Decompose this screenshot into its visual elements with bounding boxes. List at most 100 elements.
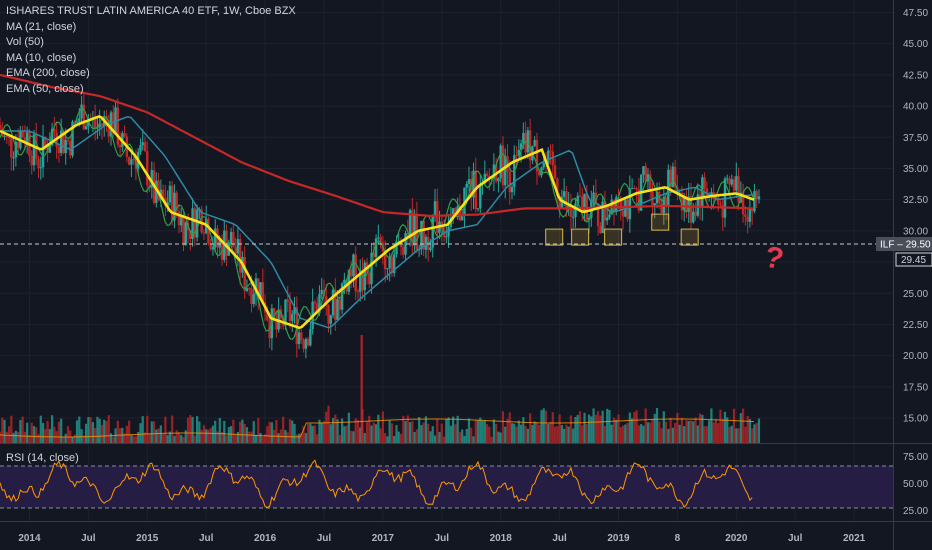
volume-bar	[603, 426, 607, 443]
x-tick-label: Jul	[199, 533, 214, 544]
volume-bar	[5, 431, 8, 443]
volume-bar	[250, 431, 253, 443]
volume-bar	[216, 431, 219, 443]
volume-bar	[549, 421, 552, 443]
volume-bar	[424, 416, 428, 443]
candle-body	[245, 288, 249, 292]
volume-bar	[726, 417, 729, 443]
volume-bar	[225, 435, 228, 443]
volume-bar	[510, 423, 514, 443]
volume-bar	[551, 412, 554, 443]
candle-body	[608, 214, 611, 218]
volume-bar	[390, 423, 394, 443]
volume-bar	[182, 436, 185, 443]
volume-bar	[302, 426, 305, 443]
volume-bar	[223, 420, 226, 443]
candle-body	[325, 296, 328, 306]
candle-body	[673, 166, 677, 188]
candle-body	[757, 196, 761, 200]
rsi-label[interactable]: RSI (14, close)	[6, 452, 79, 464]
volume-bar	[171, 415, 174, 443]
indicator-ema200[interactable]: EMA (200, close)	[6, 67, 90, 79]
volume-bar	[205, 429, 208, 443]
volume-bar	[356, 419, 360, 443]
rsi-tick-label: 25.00	[903, 506, 928, 517]
candle-body	[583, 193, 586, 211]
indicator-ma10[interactable]: MA (10, close)	[6, 51, 77, 64]
volume-bar	[236, 431, 239, 443]
candle-body	[338, 299, 342, 310]
x-tick-label: Jul	[788, 533, 803, 544]
x-tick-label: 2015	[136, 533, 159, 544]
volume-bar	[581, 425, 584, 443]
volume-bar	[742, 408, 745, 443]
candle-body	[393, 254, 396, 274]
volume-bar	[80, 429, 83, 443]
candle-body	[107, 119, 110, 137]
candle-body	[23, 137, 27, 144]
volume-bar	[26, 422, 29, 443]
candle-body	[451, 208, 455, 218]
candle-body	[261, 282, 265, 303]
candle-body	[737, 176, 740, 203]
candle-body	[291, 314, 294, 321]
y-tick-label: 30.00	[903, 226, 928, 237]
y-tick-label: 40.00	[903, 102, 928, 113]
volume-bar	[313, 425, 317, 443]
volume-bar	[137, 431, 140, 443]
y-tick-label: 32.50	[903, 195, 928, 206]
candle-body	[637, 189, 641, 211]
candle-body	[82, 104, 86, 130]
candle-body	[272, 308, 276, 321]
volume-bar	[597, 411, 600, 443]
candle-body	[193, 208, 197, 238]
indicator-vol[interactable]: Vol (50)	[6, 36, 44, 48]
volume-bar	[377, 414, 380, 443]
volume-bar	[347, 412, 350, 443]
candle-body	[37, 158, 40, 168]
candle-body	[238, 239, 242, 273]
volume-bar	[282, 416, 285, 443]
volume-bar	[452, 416, 455, 443]
question-mark-annotation: ?	[762, 240, 787, 276]
y-tick-label: 22.50	[903, 320, 928, 331]
volume-bar	[141, 416, 144, 443]
volume-bar	[635, 410, 638, 443]
volume-bar	[692, 421, 695, 443]
volume-bar	[189, 415, 192, 443]
volume-bar	[220, 432, 224, 443]
volume-bar	[515, 426, 518, 443]
volume-bar	[75, 420, 79, 443]
volume-bar	[202, 425, 206, 443]
candle-body	[320, 289, 323, 295]
candle-body	[62, 130, 65, 154]
volume-bar	[456, 415, 459, 443]
volume-bar	[447, 417, 450, 443]
volume-bar	[21, 416, 24, 443]
candle-body	[465, 183, 468, 188]
volume-bar	[211, 425, 215, 443]
indicator-ma21[interactable]: MA (21, close)	[6, 20, 77, 33]
candle-body	[683, 196, 686, 211]
support-box	[680, 228, 699, 246]
x-tick-label: 8	[675, 533, 681, 544]
indicator-ema50[interactable]: EMA (50, close)	[6, 82, 84, 95]
candle-body	[53, 128, 56, 133]
candle-body	[343, 279, 346, 284]
candle-body	[585, 193, 588, 220]
rsi-tick-label: 75.00	[903, 452, 928, 463]
candle-body	[490, 178, 493, 180]
candle-body	[730, 179, 733, 185]
volume-bar	[757, 418, 761, 443]
candle-body	[526, 130, 530, 153]
candle-body	[306, 339, 310, 346]
volume-bar	[155, 429, 158, 443]
candle-body	[195, 209, 199, 238]
volume-bar	[413, 432, 416, 443]
volume-bar	[721, 419, 724, 443]
volume-bar	[128, 420, 131, 443]
candle-body	[420, 220, 423, 250]
candle-body	[7, 137, 11, 139]
volume-bar	[311, 425, 314, 443]
volume-bar	[655, 407, 659, 443]
